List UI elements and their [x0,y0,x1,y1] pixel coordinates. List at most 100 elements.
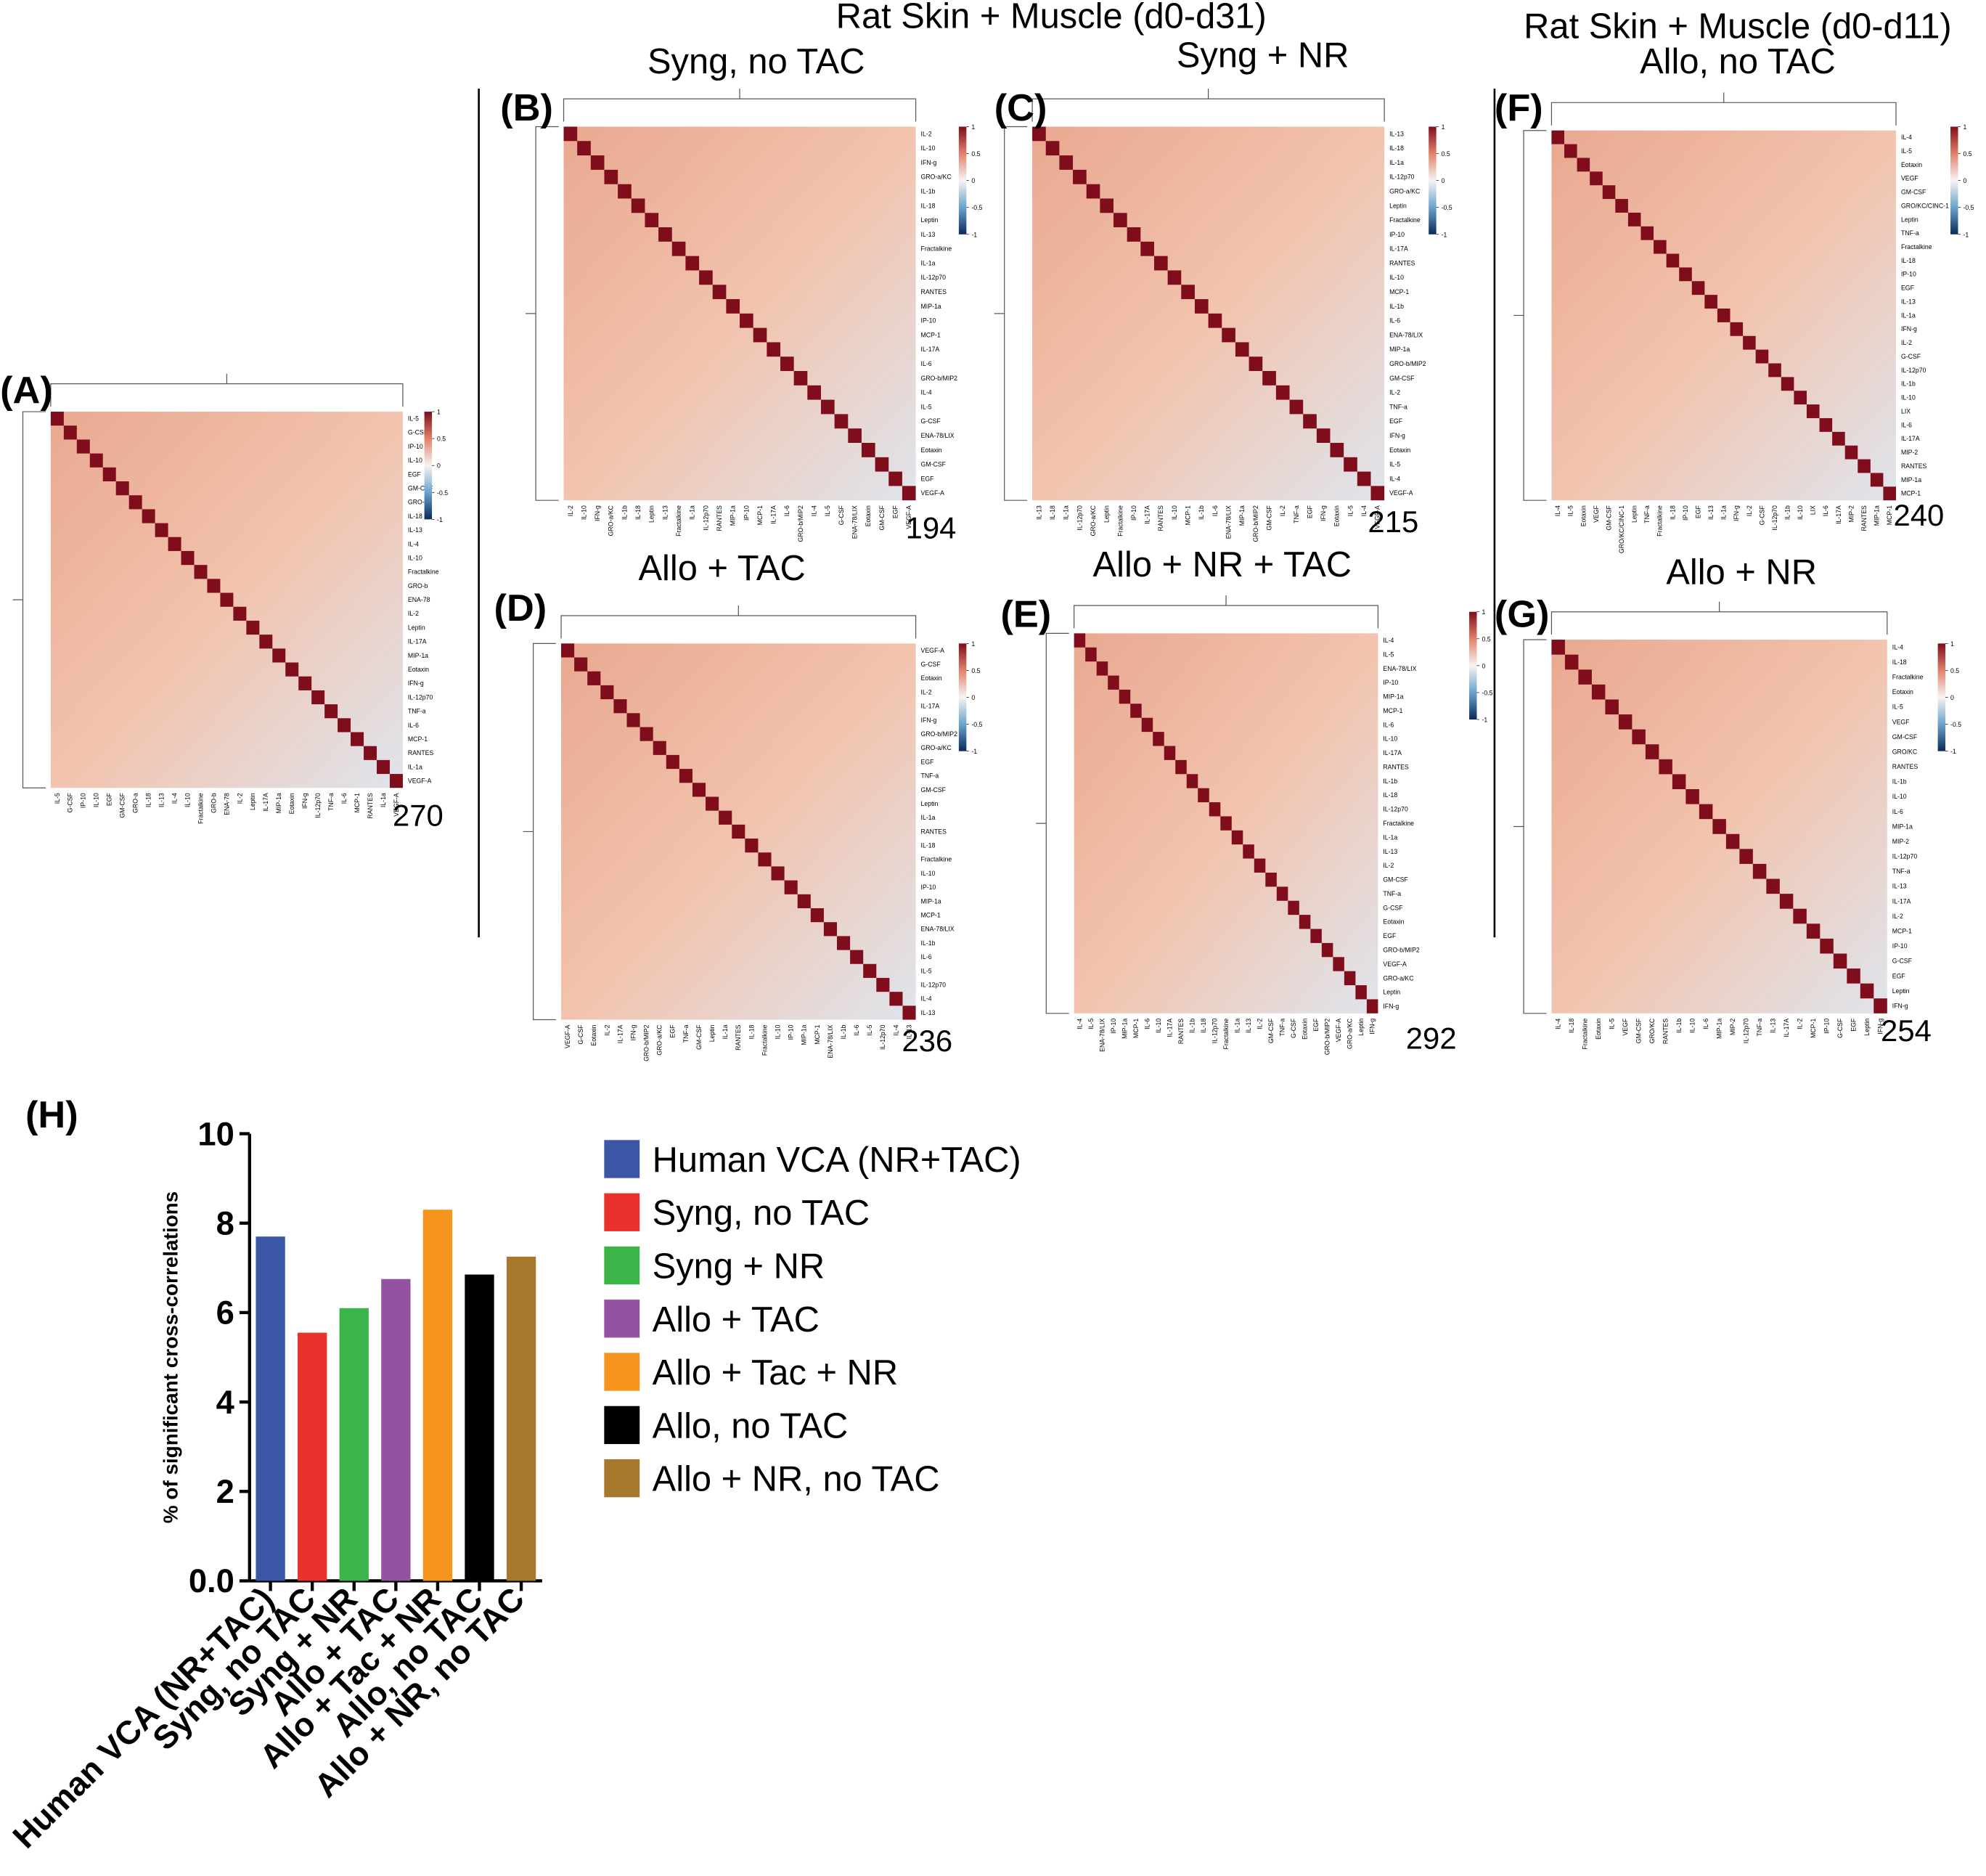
row-label: IFN-g [408,680,424,687]
diagonal-cell [181,550,195,566]
diagonal-cell [902,1006,916,1020]
diagonal-cell [1679,267,1692,282]
column-label: Leptin [249,793,256,810]
group-title: Rat Skin + Muscle (d0-d31) [836,0,1267,36]
row-label: GRO-b/MIP2 [921,375,958,382]
legend-swatch [604,1406,640,1445]
row-label: IL-13 [408,526,422,534]
row-label: GRO-a/KC [921,744,952,751]
diagonal-cell [1627,212,1641,227]
dendrogram [1036,632,1069,1014]
diagonal-cell [1175,759,1187,775]
row-label: RANTES [1892,763,1918,770]
diagonal-cell [364,746,377,760]
diagonal-cell [613,699,627,714]
column-label: Eotaxin [1333,505,1341,526]
row-label: IP-10 [921,317,936,325]
column-label: Fractalkine [1116,505,1124,537]
legend-swatch [604,1459,640,1498]
row-label: TNF-a [1383,890,1401,897]
row-label: GM-CSF [1901,189,1926,196]
column-label: GRO-b/MIP2 [1252,505,1259,542]
column-label: GRO-b/MIP2 [797,505,804,542]
column-label: IL-2 [1279,505,1286,516]
column-label: GRO/KC/CINC-1 [1618,505,1625,553]
row-label: MCP-1 [1901,490,1921,497]
row-label: Eotaxin [1383,918,1404,926]
column-label: IL-1a [722,1024,729,1039]
column-label: IL-6 [783,505,790,516]
colorbar [1469,611,1477,720]
column-label: TNF-a [1643,505,1651,523]
column-label: IL-2 [1256,1019,1263,1029]
row-label: MCP-1 [921,331,941,338]
row-label: TNF-a [1892,868,1911,875]
column-label: GRO-b/MIP2 [643,1024,650,1061]
diagonal-cell [1819,417,1833,432]
diagonal-cell [1578,669,1592,685]
diagonal-cell [194,565,208,579]
row-label: IP-10 [1892,942,1908,950]
row-label: IFN-g [921,159,937,166]
row-label: GRO-b/MIP2 [1389,360,1426,367]
column-label: RANTES [367,793,374,819]
column-label: G-CSF [67,793,74,812]
diagonal-cell [1167,270,1182,285]
diagonal-cell [1806,404,1820,418]
row-label: IL-1a [1389,159,1404,166]
diagonal-cell [1100,198,1114,213]
row-label: Fractalkine [408,568,439,576]
column-label: IL-1a [1233,1019,1241,1033]
diagonal-cell [102,467,116,482]
column-label: MCP-1 [1886,505,1893,525]
row-label: IL-18 [1892,658,1907,666]
row-label: IL-13 [1892,883,1907,890]
row-label: RANTES [1389,259,1415,266]
row-label: IP-10 [408,443,423,450]
column-label: IL-6 [1211,505,1219,516]
column-label: IL-17A [1783,1019,1790,1037]
row-label: GM-CSF [1383,876,1407,884]
row-label: IL-5 [408,415,419,423]
panel-letter: (E) [1000,594,1051,636]
diagonal-cell [1032,126,1046,142]
diagonal-cell [719,810,732,825]
column-label: MIP-1a [730,505,737,526]
column-label: IL-6 [340,793,348,804]
diagonal-cell [780,356,794,372]
row-label: IFN-g [1389,432,1405,439]
dendrogram [12,411,46,788]
diagonal-cell [1262,371,1276,386]
diagonal-cell [666,754,679,770]
row-label: GM-CSF [408,485,433,492]
column-label: IL-10 [1797,505,1804,520]
colorbar-tick-label: 0.5 [437,436,446,443]
colorbar [1950,126,1958,234]
x-tick-label: Human VCA (NR+TAC) [6,1580,281,1855]
column-label: IL-1b [1198,505,1205,520]
diagonal-cell [324,704,338,719]
panel-count: 240 [1894,498,1945,532]
row-label: MIP-2 [1901,449,1918,456]
diagonal-cell [1316,428,1331,443]
diagonal-cell [793,371,808,386]
diagonal-cell [1130,704,1142,718]
row-label: EGF [1901,285,1914,292]
diagonal-cell [1186,774,1198,788]
diagonal-cell [850,950,864,964]
row-label: IL-1b [1901,380,1916,388]
diagonal-cell [1551,640,1565,655]
diagonal-cell [1303,414,1317,429]
colorbar-tick-label: -0.5 [1482,689,1492,696]
diagonal-cell [807,385,821,400]
row-label: IL-4 [1383,637,1394,644]
row-label: EGF [1892,972,1905,979]
column-label: IL-17A [1144,505,1151,524]
panel-title: Allo, no TAC [1640,42,1836,81]
row-label: LIX [1901,407,1911,415]
column-label: GM-CSF [1605,505,1612,530]
column-label: TNF-a [1293,505,1300,523]
row-label: IL-6 [921,953,932,961]
diagonal-cell [784,880,798,894]
row-label: IL-12p70 [921,274,947,281]
